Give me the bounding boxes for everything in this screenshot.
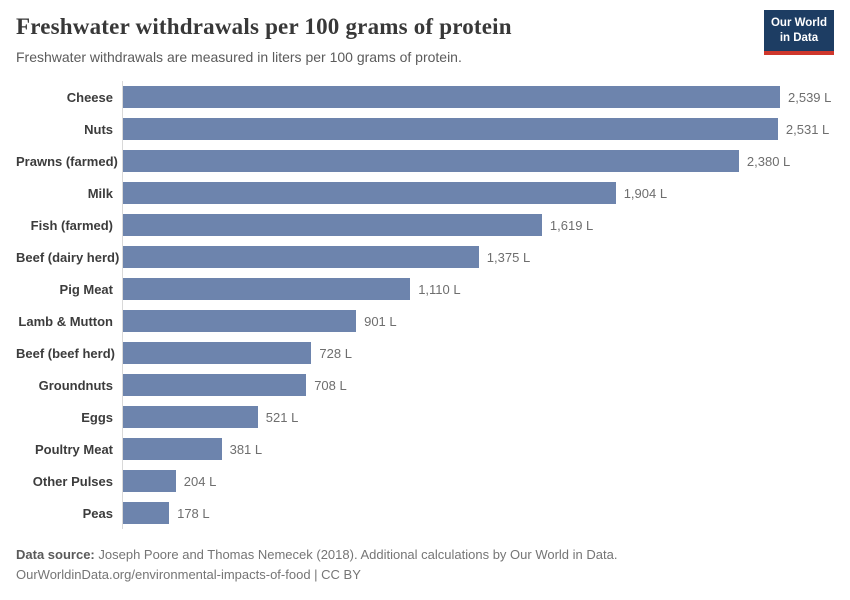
data-source-text: Joseph Poore and Thomas Nemecek (2018). …	[98, 547, 618, 562]
value-label-beef-beef-herd: 728 L	[319, 345, 352, 361]
value-label-fish-farmed: 1,619 L	[549, 217, 594, 233]
bar-rows: Cheese 2,539 L Nuts 2,531 L Prawns (farmed) 2…	[16, 81, 834, 529]
bar-prawns-farmed[interactable]	[123, 150, 739, 172]
bar-eggs[interactable]	[123, 406, 258, 428]
bar-track: 204 L	[122, 465, 834, 497]
bar-row-eggs: Eggs 521 L	[16, 401, 834, 433]
bar-track: 708 L	[122, 369, 834, 401]
bar-pig-meat[interactable]	[123, 278, 411, 300]
category-label-beef-dairy-herd: Beef (dairy herd)	[16, 249, 120, 265]
bar-groundnuts[interactable]	[123, 374, 307, 396]
owid-logo-line2: in Data	[779, 31, 819, 44]
bar-track: 2,531 L	[122, 113, 834, 145]
category-label-groundnuts: Groundnuts	[38, 377, 113, 393]
value-label-eggs: 521 L	[265, 409, 299, 425]
bar-track: 178 L	[122, 497, 834, 529]
bar-lamb-mutton[interactable]	[123, 310, 357, 332]
bar-row-peas: Peas 178 L	[16, 497, 834, 529]
bar-row-poultry-meat: Poultry Meat 381 L	[16, 433, 834, 465]
bar-nuts[interactable]	[123, 118, 778, 140]
chart-header: Freshwater withdrawals per 100 grams of …	[16, 10, 834, 65]
chart-footer: Data source: Joseph Poore and Thomas Nem…	[16, 545, 834, 585]
bar-track: 521 L	[122, 401, 834, 433]
bar-track: 2,380 L	[122, 145, 834, 177]
data-source-line: Data source: Joseph Poore and Thomas Nem…	[16, 545, 834, 565]
bar-row-prawns-farmed: Prawns (farmed) 2,380 L	[16, 145, 834, 177]
category-label-nuts: Nuts	[84, 121, 113, 137]
category-label-fish-farmed: Fish (farmed)	[30, 217, 113, 233]
value-label-cheese: 2,539 L	[788, 89, 832, 105]
bar-row-nuts: Nuts 2,531 L	[16, 113, 834, 145]
category-label-pig-meat: Pig Meat	[59, 281, 113, 297]
citation-url-line: OurWorldinData.org/environmental-impacts…	[16, 567, 361, 582]
category-label-poultry-meat: Poultry Meat	[34, 441, 113, 457]
category-label-peas: Peas	[82, 505, 113, 521]
bar-track: 2,539 L	[122, 81, 834, 113]
chart-title: Freshwater withdrawals per 100 grams of …	[16, 14, 512, 39]
bar-peas[interactable]	[123, 502, 170, 524]
bar-track: 381 L	[122, 433, 834, 465]
category-label-lamb-mutton: Lamb & Mutton	[18, 313, 113, 329]
bar-row-milk: Milk 1,904 L	[16, 177, 834, 209]
owid-logo: Our World in Data	[763, 10, 834, 55]
bar-beef-beef-herd[interactable]	[123, 342, 312, 364]
bar-row-cheese: Cheese 2,539 L	[16, 81, 834, 113]
category-label-beef-beef-herd: Beef (beef herd)	[16, 345, 115, 361]
chart-subtitle: Freshwater withdrawals are measured in l…	[16, 49, 462, 65]
value-label-prawns-farmed: 2,380 L	[746, 153, 791, 169]
value-label-pig-meat: 1,110 L	[418, 281, 461, 297]
category-label-milk: Milk	[87, 185, 113, 201]
value-label-other-pulses: 204 L	[183, 473, 217, 489]
bar-track: 901 L	[122, 305, 834, 337]
value-label-poultry-meat: 381 L	[229, 441, 263, 457]
bar-track: 1,904 L	[122, 177, 834, 209]
bar-row-pig-meat: Pig Meat 1,110 L	[16, 273, 834, 305]
owid-logo-line1: Our World	[770, 17, 827, 29]
bar-row-beef-dairy-herd: Beef (dairy herd) 1,375 L	[16, 241, 834, 273]
bar-other-pulses[interactable]	[123, 470, 176, 492]
value-label-lamb-mutton: 901 L	[364, 313, 397, 329]
category-label-prawns-farmed: Prawns (farmed)	[16, 153, 118, 169]
bar-row-other-pulses: Other Pulses 204 L	[16, 465, 834, 497]
bar-fish-farmed[interactable]	[123, 214, 542, 236]
bar-row-fish-farmed: Fish (farmed) 1,619 L	[16, 209, 834, 241]
value-label-nuts: 2,531 L	[785, 121, 830, 137]
bar-track: 1,375 L	[122, 241, 834, 273]
value-label-milk: 1,904 L	[623, 185, 668, 201]
bar-poultry-meat[interactable]	[123, 438, 222, 460]
value-label-groundnuts: 708 L	[314, 377, 347, 393]
bar-beef-dairy-herd[interactable]	[123, 246, 479, 268]
bar-track: 1,110 L	[122, 273, 834, 305]
value-label-beef-dairy-herd: 1,375 L	[486, 249, 531, 265]
bar-row-lamb-mutton: Lamb & Mutton 901 L	[16, 305, 834, 337]
bar-milk[interactable]	[123, 182, 616, 204]
bar-track: 1,619 L	[122, 209, 834, 241]
bar-chart: Cheese 2,539 L Nuts 2,531 L Prawns (farmed) 2…	[16, 81, 834, 529]
bar-row-groundnuts: Groundnuts 708 L	[16, 369, 834, 401]
bar-track: 728 L	[122, 337, 834, 369]
category-label-other-pulses: Other Pulses	[32, 473, 113, 489]
value-label-peas: 178 L	[177, 505, 210, 521]
bar-row-beef-beef-herd: Beef (beef herd) 728 L	[16, 337, 834, 369]
category-label-eggs: Eggs	[81, 409, 113, 425]
category-label-cheese: Cheese	[66, 89, 113, 105]
data-source-label: Data source:	[16, 547, 95, 562]
bar-cheese[interactable]	[123, 86, 780, 108]
